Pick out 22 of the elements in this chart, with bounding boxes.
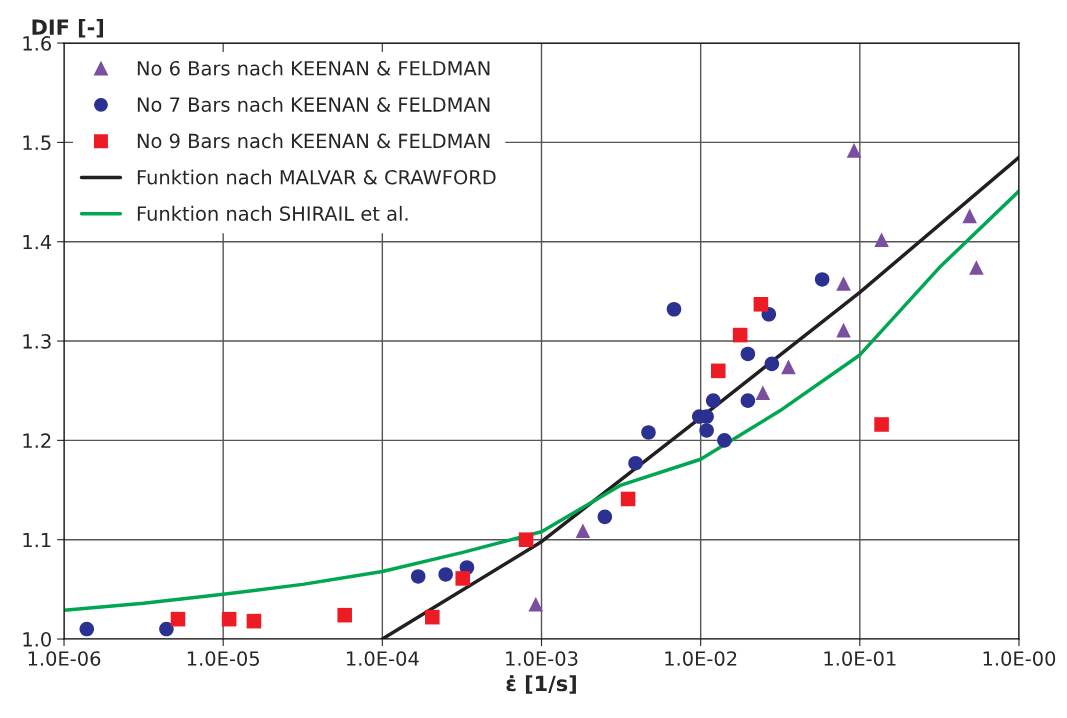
- x-tick-label: 1.0E-05: [187, 651, 259, 666]
- y-tick-label: 1.2: [23, 433, 51, 448]
- x-tick-label: 1.0E-04: [346, 651, 419, 666]
- legend-label: No 9 Bars nach KEENAN & FELDMAN: [137, 133, 490, 149]
- x-tick-label: 1.0E-02: [665, 651, 737, 666]
- line-series: [64, 189, 1019, 612]
- y-tick-label: 1.6: [23, 36, 51, 51]
- y-tick-label: 1.3: [23, 334, 51, 349]
- legend-label: Funktion nach SHIRAIL et al.: [137, 205, 408, 221]
- line-series: [380, 155, 1019, 640]
- y-tick-label: 1.1: [23, 532, 51, 548]
- x-tick-label: 1.0E-03: [506, 651, 578, 666]
- y-tick-label: 1.0: [23, 631, 51, 647]
- x-tick-label: 1.0E-01: [824, 651, 896, 666]
- legend-label: No 7 Bars nach KEENAN & FELDMAN: [137, 96, 490, 112]
- x-tick-label: 1.0E-06: [28, 651, 101, 666]
- legend-label: No 6 Bars nach KEENAN & FELDMAN: [137, 60, 490, 76]
- legend-label: Funktion nach MALVAR & CRAWFORD: [137, 169, 496, 185]
- y-tick-label: 1.4: [23, 234, 52, 250]
- y-tick-label: 1.5: [23, 135, 51, 151]
- x-axis-title: ε̇ [1/s]: [506, 675, 576, 694]
- x-tick-label: 1.0E-00: [983, 651, 1056, 666]
